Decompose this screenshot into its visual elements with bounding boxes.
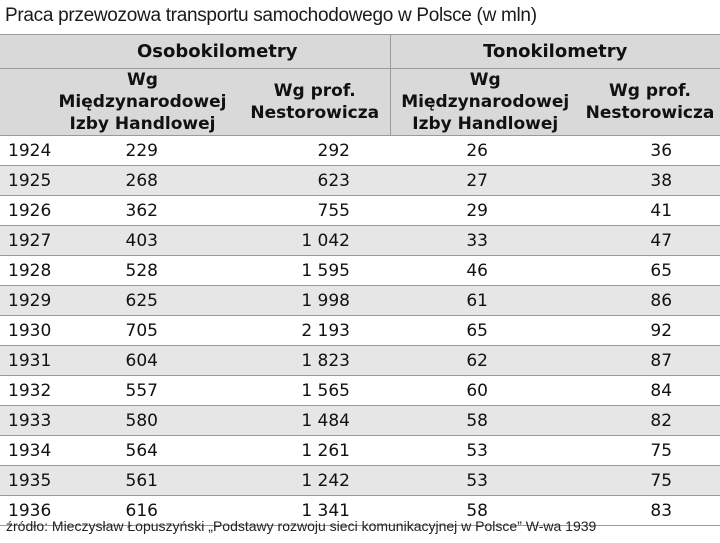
cell-osobokm-nestorowicz: 1 242 (240, 465, 390, 496)
cell-osobokm-mih: 362 (45, 195, 240, 226)
cell-osobokm-mih: 268 (45, 165, 240, 196)
column-header-4: Wg prof. Nestorowicza (580, 68, 720, 136)
cell-osobokm-mih: 705 (45, 315, 240, 346)
table-row: 1926 362 755 29 41 (0, 195, 720, 226)
cell-osobokm-nestorowicz: 1 823 (240, 345, 390, 376)
cell-tonokm-mih: 58 (390, 495, 580, 526)
cell-year: 1931 (0, 345, 51, 376)
cell-osobokm-mih: 561 (45, 465, 240, 496)
cell-tonokm-nestorowicz: 47 (580, 225, 720, 256)
cell-tonokm-nestorowicz: 41 (580, 195, 720, 226)
cell-year: 1936 (0, 495, 51, 526)
group-header-tonokilometry: Tonokilometry (390, 34, 720, 69)
table-row: 1928 528 1 595 46 65 (0, 255, 720, 286)
cell-tonokm-mih: 62 (390, 345, 580, 376)
cell-tonokm-nestorowicz: 86 (580, 285, 720, 316)
table-row: 1925 268 623 27 38 (0, 165, 720, 196)
cell-tonokm-nestorowicz: 87 (580, 345, 720, 376)
cell-year: 1926 (0, 195, 51, 226)
data-table: Osobokilometry Tonokilometry Wg Międzyna… (0, 34, 720, 526)
cell-year: 1930 (0, 315, 51, 346)
cell-tonokm-mih: 53 (390, 465, 580, 496)
cell-osobokm-mih: 625 (45, 285, 240, 316)
cell-year: 1935 (0, 465, 51, 496)
cell-year: 1925 (0, 165, 51, 196)
cell-osobokm-nestorowicz: 1 565 (240, 375, 390, 406)
table-row: 1934 564 1 261 53 75 (0, 435, 720, 466)
column-header-2: Wg prof. Nestorowicza (240, 68, 391, 136)
cell-tonokm-mih: 61 (390, 285, 580, 316)
cell-year: 1933 (0, 405, 51, 436)
cell-year: 1927 (0, 225, 51, 256)
cell-tonokm-mih: 65 (390, 315, 580, 346)
cell-year: 1924 (0, 135, 51, 166)
header-year-blank (0, 34, 45, 69)
cell-tonokm-mih: 46 (390, 255, 580, 286)
table-body: 1924 229 292 26 36 1925 268 623 27 38 1926 362 755 29… (0, 135, 720, 526)
cell-osobokm-nestorowicz: 1 484 (240, 405, 390, 436)
table-row: 1936 616 1 341 58 83 (0, 495, 720, 526)
cell-year: 1928 (0, 255, 51, 286)
cell-tonokm-nestorowicz: 92 (580, 315, 720, 346)
cell-tonokm-mih: 29 (390, 195, 580, 226)
cell-tonokm-mih: 60 (390, 375, 580, 406)
cell-osobokm-nestorowicz: 623 (240, 165, 390, 196)
cell-osobokm-mih: 604 (45, 345, 240, 376)
cell-tonokm-mih: 26 (390, 135, 580, 166)
cell-year: 1929 (0, 285, 51, 316)
cell-tonokm-nestorowicz: 82 (580, 405, 720, 436)
cell-tonokm-nestorowicz: 83 (580, 495, 720, 526)
cell-osobokm-nestorowicz: 292 (240, 135, 390, 166)
table-row: 1924 229 292 26 36 (0, 135, 720, 166)
cell-tonokm-nestorowicz: 65 (580, 255, 720, 286)
cell-tonokm-nestorowicz: 75 (580, 465, 720, 496)
cell-osobokm-mih: 403 (45, 225, 240, 256)
source-note: źródło: Mieczysław Łopuszyński „Podstawy… (6, 518, 597, 534)
cell-osobokm-mih: 528 (45, 255, 240, 286)
cell-osobokm-nestorowicz: 1 341 (240, 495, 390, 526)
header-year-blank-2 (0, 68, 45, 136)
cell-osobokm-mih: 616 (45, 495, 240, 526)
cell-tonokm-mih: 27 (390, 165, 580, 196)
group-header-osobokilometry: Osobokilometry (45, 34, 391, 69)
cell-year: 1932 (0, 375, 51, 406)
cell-osobokm-nestorowicz: 1 261 (240, 435, 390, 466)
table-row: 1935 561 1 242 53 75 (0, 465, 720, 496)
column-header-3: Wg Międzynarodowej Izby Handlowej (390, 68, 580, 136)
cell-tonokm-mih: 58 (390, 405, 580, 436)
cell-osobokm-nestorowicz: 1 595 (240, 255, 390, 286)
cell-tonokm-nestorowicz: 36 (580, 135, 720, 166)
table-title: Praca przewozowa transportu samochodoweg… (5, 5, 537, 26)
table-row: 1931 604 1 823 62 87 (0, 345, 720, 376)
cell-tonokm-mih: 53 (390, 435, 580, 466)
column-header-1: Wg Międzynarodowej Izby Handlowej (45, 68, 240, 136)
cell-tonokm-nestorowicz: 75 (580, 435, 720, 466)
table-row: 1927 403 1 042 33 47 (0, 225, 720, 256)
cell-year: 1934 (0, 435, 51, 466)
table-row: 1932 557 1 565 60 84 (0, 375, 720, 406)
group-header-row: Osobokilometry Tonokilometry (0, 34, 720, 69)
cell-osobokm-nestorowicz: 1 042 (240, 225, 390, 256)
cell-osobokm-nestorowicz: 1 998 (240, 285, 390, 316)
cell-tonokm-nestorowicz: 84 (580, 375, 720, 406)
table-row: 1933 580 1 484 58 82 (0, 405, 720, 436)
table-row: 1930 705 2 193 65 92 (0, 315, 720, 346)
cell-osobokm-nestorowicz: 755 (240, 195, 390, 226)
cell-osobokm-mih: 564 (45, 435, 240, 466)
cell-osobokm-nestorowicz: 2 193 (240, 315, 390, 346)
cell-osobokm-mih: 229 (45, 135, 240, 166)
cell-tonokm-mih: 33 (390, 225, 580, 256)
cell-osobokm-mih: 580 (45, 405, 240, 436)
table-row: 1929 625 1 998 61 86 (0, 285, 720, 316)
cell-osobokm-mih: 557 (45, 375, 240, 406)
cell-tonokm-nestorowicz: 38 (580, 165, 720, 196)
column-header-row: Wg Międzynarodowej Izby Handlowej Wg pro… (0, 68, 720, 136)
